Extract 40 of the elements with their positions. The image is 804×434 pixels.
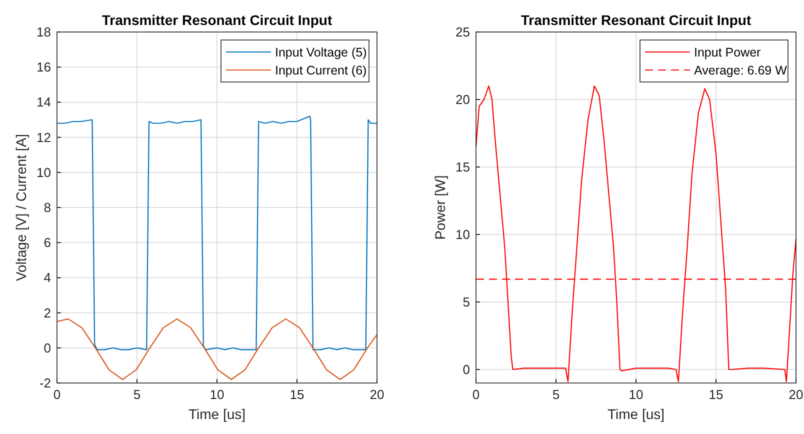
legend-label: Average: 6.69 W [694, 64, 788, 78]
chart-title: Transmitter Resonant Circuit Input [520, 12, 752, 28]
legend-label: Input Voltage (5) [275, 46, 367, 60]
x-tick-label: 0 [472, 387, 480, 402]
y-tick-label: 16 [36, 60, 51, 75]
x-tick-label: 5 [133, 387, 141, 402]
y-tick-label: 4 [44, 270, 51, 286]
line-series [56, 318, 378, 380]
x-tick-label: 20 [788, 387, 804, 402]
x-tick-label: 20 [370, 387, 384, 402]
line-series [56, 116, 378, 350]
y-tick-label: 12 [36, 130, 51, 145]
x-axis-title: Time [us] [607, 406, 665, 422]
x-tick-label: 10 [210, 387, 224, 402]
y-tick-label: 10 [36, 164, 51, 180]
x-tick-label: 15 [290, 387, 304, 402]
y-tick-label: 5 [462, 294, 470, 310]
y-tick-label: 8 [44, 200, 51, 215]
y-tick-label: 25 [456, 24, 470, 40]
y-tick-label: 10 [456, 227, 470, 242]
legend-label: Input Power [694, 46, 761, 60]
x-tick-label: 10 [628, 387, 644, 402]
x-axis-title: Time [us] [188, 406, 246, 422]
y-tick-label: 14 [36, 94, 51, 110]
y-tick-label: 15 [456, 160, 470, 174]
y-tick-label: 20 [456, 92, 470, 107]
x-tick-label: 15 [708, 387, 724, 402]
y-tick-label: 0 [44, 340, 51, 356]
x-tick-label: 0 [53, 387, 61, 402]
y-tick-label: 6 [44, 235, 51, 250]
y-tick-label: -2 [39, 376, 51, 390]
y-axis-title: Voltage [V] / Current [A] [13, 134, 29, 282]
y-axis-title: Power [W] [432, 175, 448, 240]
x-tick-label: 5 [552, 387, 560, 402]
chart-title: Transmitter Resonant Circuit Input [102, 12, 332, 28]
legend-label: Input Current (6) [275, 64, 367, 78]
line-series [475, 85, 797, 382]
y-tick-label: 18 [36, 24, 51, 40]
y-tick-label: 0 [462, 362, 470, 377]
y-tick-label: 2 [44, 305, 51, 320]
